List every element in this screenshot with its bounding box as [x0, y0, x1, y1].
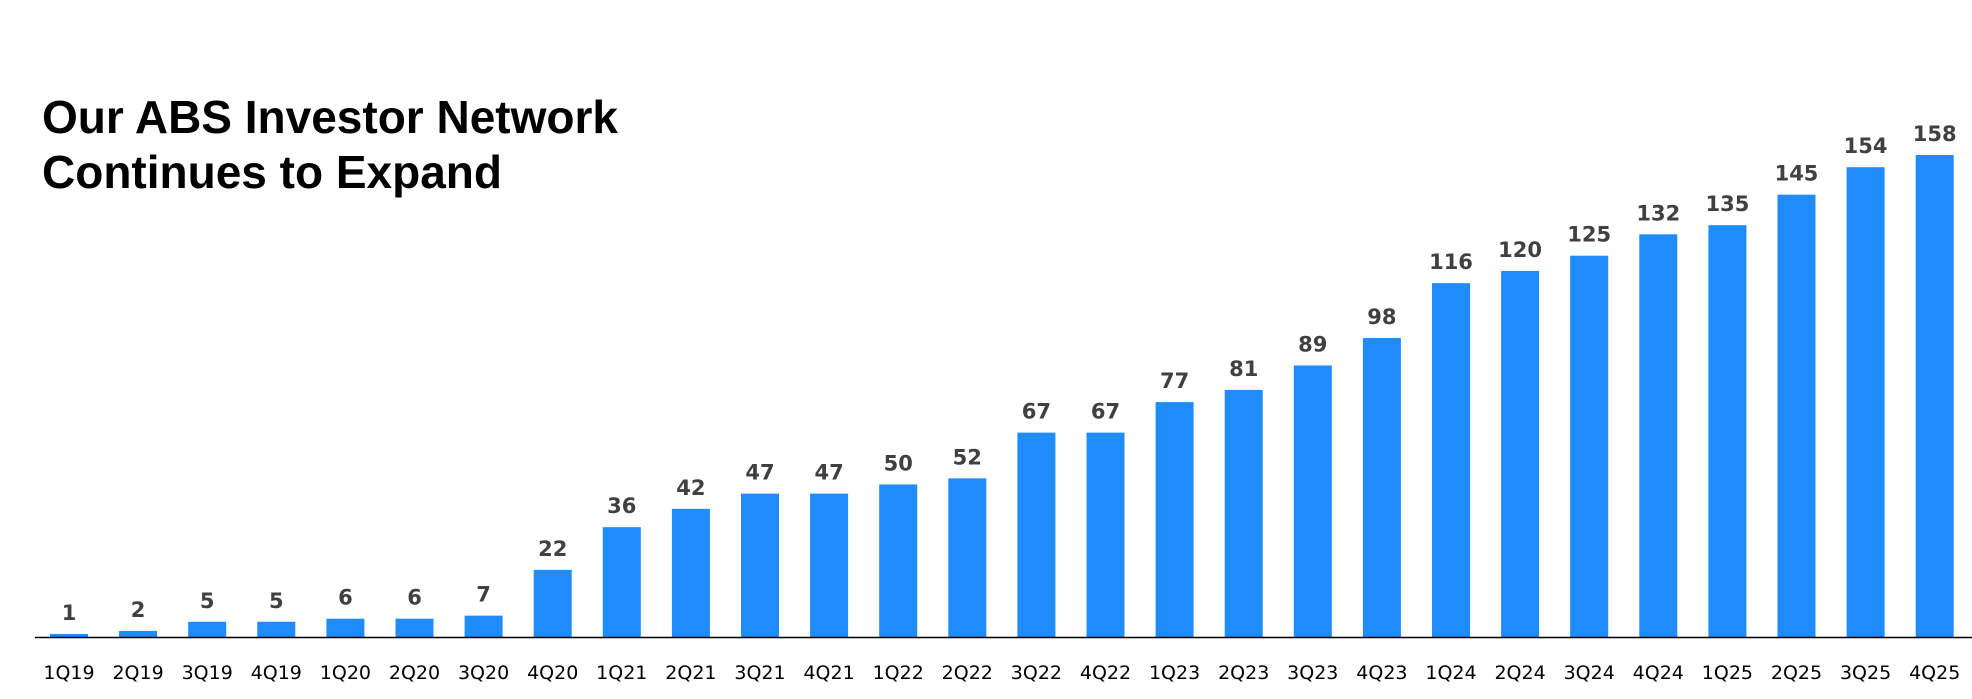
tick-label-4Q23: 4Q23	[1356, 662, 1407, 684]
tick-label-2Q25: 2Q25	[1771, 662, 1822, 684]
tick-label-1Q22: 1Q22	[873, 662, 924, 684]
bar-1Q19	[50, 633, 88, 637]
bar-1Q24	[1432, 283, 1470, 637]
data-label-3Q22: 67	[1022, 400, 1051, 424]
tick-label-2Q24: 2Q24	[1494, 662, 1545, 684]
bar-4Q23	[1362, 338, 1401, 637]
tick-label-3Q21: 3Q21	[734, 662, 785, 684]
chart-title-line-2: Continues to Expand	[42, 146, 502, 198]
tick-label-4Q24: 4Q24	[1633, 662, 1684, 684]
data-label-4Q24: 132	[1636, 201, 1680, 225]
tick-label-1Q24: 1Q24	[1425, 662, 1476, 684]
bar-3Q25	[1846, 167, 1885, 637]
data-label-3Q20: 7	[476, 583, 491, 607]
data-label-3Q24: 125	[1567, 223, 1611, 247]
data-label-4Q23: 98	[1367, 305, 1396, 329]
data-label-1Q21: 36	[607, 494, 636, 518]
data-label-2Q21: 42	[676, 476, 705, 500]
tick-label-2Q20: 2Q20	[389, 662, 440, 684]
bar-4Q24	[1639, 234, 1678, 637]
tick-label-2Q19: 2Q19	[112, 662, 163, 684]
bar-3Q21	[741, 493, 779, 637]
data-label-1Q23: 77	[1160, 369, 1189, 393]
bar-2Q21	[671, 508, 710, 637]
tick-label-1Q21: 1Q21	[596, 662, 647, 684]
bar-3Q22	[1017, 432, 1056, 637]
bars-group	[50, 155, 1954, 638]
data-label-2Q19: 2	[131, 598, 146, 622]
data-label-2Q24: 120	[1498, 238, 1542, 262]
tick-label-1Q23: 1Q23	[1149, 662, 1200, 684]
tick-label-4Q20: 4Q20	[527, 662, 578, 684]
tick-label-4Q25: 4Q25	[1909, 662, 1960, 684]
bar-3Q24	[1570, 255, 1609, 638]
data-label-2Q22: 52	[953, 445, 982, 469]
bar-2Q19	[119, 630, 158, 637]
data-label-1Q25: 135	[1705, 192, 1749, 216]
data-label-3Q25: 154	[1844, 134, 1888, 158]
data-label-4Q19: 5	[269, 589, 284, 613]
tick-labels-group: 1Q19 2Q19 3Q19 4Q19 1Q20 2Q20 3Q20 4Q20 1Q21 2Q21…	[43, 662, 1960, 684]
bar-1Q22	[879, 484, 918, 637]
data-label-2Q23: 81	[1229, 357, 1258, 381]
tick-label-1Q20: 1Q20	[320, 662, 371, 684]
bar-2Q22	[948, 478, 987, 637]
data-label-1Q20: 6	[338, 586, 353, 610]
tick-label-2Q21: 2Q21	[665, 662, 716, 684]
bar-1Q21	[602, 527, 641, 637]
data-label-1Q24: 116	[1429, 250, 1473, 274]
tick-label-1Q19: 1Q19	[43, 662, 94, 684]
bar-4Q22	[1086, 432, 1125, 637]
bar-3Q20	[464, 615, 503, 637]
tick-label-2Q23: 2Q23	[1218, 662, 1269, 684]
data-label-3Q23: 89	[1298, 332, 1327, 356]
tick-label-4Q19: 4Q19	[251, 662, 302, 684]
tick-label-3Q25: 3Q25	[1840, 662, 1891, 684]
tick-label-4Q21: 4Q21	[803, 662, 854, 684]
data-label-4Q20: 22	[538, 537, 567, 561]
data-label-4Q25: 158	[1913, 122, 1957, 146]
tick-label-1Q25: 1Q25	[1702, 662, 1753, 684]
tick-label-3Q23: 3Q23	[1287, 662, 1338, 684]
bar-4Q19	[257, 621, 296, 637]
tick-label-2Q22: 2Q22	[942, 662, 993, 684]
data-label-2Q25: 145	[1775, 162, 1819, 186]
bar-1Q25	[1708, 225, 1747, 637]
bar-1Q23	[1155, 402, 1194, 637]
tick-label-3Q24: 3Q24	[1564, 662, 1615, 684]
tick-label-3Q22: 3Q22	[1011, 662, 1062, 684]
chart-title: Our ABS Investor Network Continues to Ex…	[42, 90, 618, 200]
data-label-3Q21: 47	[745, 461, 774, 485]
data-label-3Q19: 5	[200, 589, 215, 613]
bar-4Q25	[1915, 155, 1954, 637]
data-label-2Q20: 6	[407, 586, 422, 610]
bar-2Q25	[1777, 194, 1816, 637]
data-label-1Q19: 1	[62, 601, 77, 625]
bar-2Q20	[395, 618, 434, 637]
bar-3Q23	[1293, 365, 1332, 637]
bar-2Q23	[1224, 389, 1263, 637]
bar-3Q19	[188, 621, 227, 637]
data-label-1Q22: 50	[884, 451, 913, 475]
tick-label-3Q20: 3Q20	[458, 662, 509, 684]
data-label-4Q21: 47	[814, 461, 843, 485]
bar-4Q20	[533, 569, 572, 637]
bar-1Q20	[326, 618, 365, 637]
data-label-4Q22: 67	[1091, 400, 1120, 424]
bar-2Q24	[1501, 270, 1540, 637]
tick-label-4Q22: 4Q22	[1080, 662, 1131, 684]
bar-4Q21	[810, 493, 849, 637]
chart-title-line-1: Our ABS Investor Network	[42, 91, 618, 143]
tick-label-3Q19: 3Q19	[182, 662, 233, 684]
